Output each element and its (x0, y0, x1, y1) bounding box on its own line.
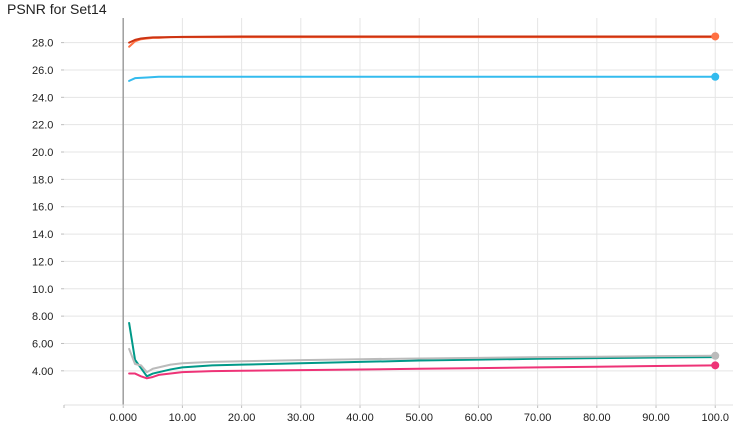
series-line-3 (128, 321, 717, 378)
y-tick-label: 18.0 (32, 174, 53, 186)
series-line-0 (128, 36, 717, 48)
y-tick-label: 24.0 (32, 92, 53, 104)
x-tick-label: 30.00 (287, 412, 315, 424)
y-tick-label: 26.0 (32, 65, 53, 77)
end-marker-0 (711, 32, 720, 41)
y-tick-label: 6.00 (32, 338, 53, 350)
x-tick-label: 70.00 (524, 412, 552, 424)
x-tick-label: 50.00 (405, 412, 433, 424)
end-marker-1 (711, 72, 720, 81)
end-marker-2 (711, 351, 720, 360)
series-line-2 (128, 75, 717, 82)
y-tick-label: 10.0 (32, 284, 53, 296)
x-tick-label: 90.00 (642, 412, 670, 424)
axes (61, 18, 733, 408)
y-tick-label: 4.00 (32, 366, 53, 378)
y-tick-label: 16.0 (32, 202, 53, 214)
y-tick-label: 12.0 (32, 256, 53, 268)
y-tick-label: 20.0 (32, 147, 53, 159)
end-marker-3 (711, 361, 720, 370)
x-tick-label: 0.000 (109, 412, 137, 424)
x-tick-label: 60.00 (465, 412, 493, 424)
end-markers (711, 32, 720, 370)
x-tick-label: 10.00 (169, 412, 197, 424)
x-tick-label: 100.0 (701, 412, 729, 424)
tick-labels: 4.00 6.00 8.00 10.0 12.0 14.0 16.0 18.0 20.0 22.0… (32, 38, 729, 424)
y-tick-label: 8.00 (32, 311, 53, 323)
y-tick-label: 14.0 (32, 229, 53, 241)
series-line-5 (128, 364, 717, 380)
chart-title: PSNR for Set14 (7, 1, 107, 17)
x-tick-label: 80.00 (583, 412, 611, 424)
series-line-4 (128, 347, 717, 374)
y-tick-label: 22.0 (32, 120, 53, 132)
x-tick-label: 20.00 (228, 412, 256, 424)
grid-lines (64, 18, 733, 405)
y-tick-label: 28.0 (32, 38, 53, 50)
series-lines (128, 35, 717, 380)
series-line-1 (128, 35, 717, 44)
x-tick-label: 40.00 (346, 412, 374, 424)
